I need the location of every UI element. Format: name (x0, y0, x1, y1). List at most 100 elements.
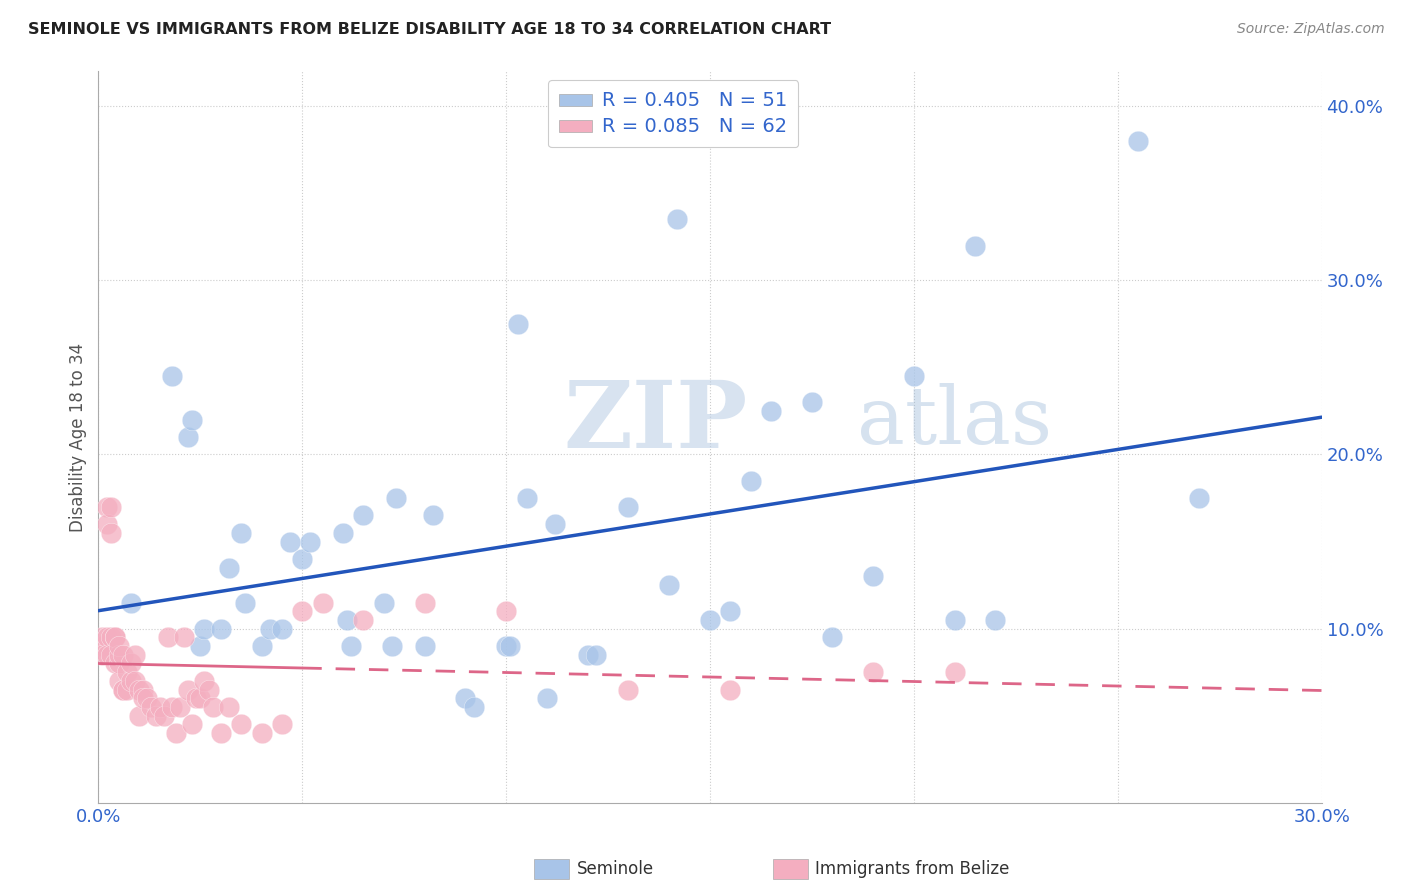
Point (188, 691, 212, 706)
Point (100, 500, 122, 514)
Point (720, 682, 742, 697)
Text: Seminole: Seminole (576, 860, 654, 878)
Point (108, 673, 131, 688)
Point (516, 491, 538, 505)
Point (381, 639, 404, 653)
Point (1128, 134, 1150, 148)
Point (108, 639, 131, 653)
Point (495, 639, 517, 653)
Point (312, 595, 335, 609)
Point (454, 691, 477, 706)
Point (299, 534, 322, 549)
Point (111, 682, 134, 697)
Point (111, 648, 134, 662)
Point (508, 317, 530, 331)
Point (91, 639, 114, 653)
Point (291, 604, 314, 618)
Point (385, 491, 408, 505)
Point (149, 700, 172, 714)
Point (231, 717, 253, 731)
Point (422, 508, 444, 523)
Point (100, 525, 122, 540)
Point (862, 569, 884, 583)
Point (270, 717, 294, 731)
Point (1188, 491, 1211, 505)
Point (352, 613, 374, 627)
Point (120, 673, 142, 688)
Text: SEMINOLE VS IMMIGRANTS FROM BELIZE DISABILITY AGE 18 TO 34 CORRELATION CHART: SEMINOLE VS IMMIGRANTS FROM BELIZE DISAB… (28, 22, 831, 37)
Point (801, 395, 824, 409)
Point (96, 500, 118, 514)
Text: Immigrants from Belize: Immigrants from Belize (815, 860, 1010, 878)
Point (96, 648, 118, 662)
Point (120, 657, 142, 671)
Text: atlas: atlas (856, 384, 1052, 461)
Point (373, 595, 395, 609)
Point (903, 369, 925, 384)
Point (165, 726, 187, 740)
Point (943, 613, 966, 627)
Point (761, 404, 783, 418)
Point (536, 691, 558, 706)
Point (100, 648, 122, 662)
Point (617, 500, 640, 514)
Point (463, 700, 485, 714)
Point (209, 726, 232, 740)
Point (666, 212, 689, 227)
Point (91, 648, 114, 662)
Point (720, 604, 742, 618)
Point (124, 648, 146, 662)
Point (115, 665, 138, 680)
Point (197, 682, 219, 697)
Point (108, 657, 131, 671)
Point (291, 552, 314, 566)
Point (115, 682, 138, 697)
Point (173, 631, 195, 645)
Point (96, 631, 118, 645)
Point (658, 578, 681, 592)
Point (413, 639, 436, 653)
Point (218, 560, 240, 574)
Point (128, 682, 150, 697)
Point (231, 525, 253, 540)
Point (278, 534, 301, 549)
Point (160, 700, 183, 714)
Point (108, 648, 131, 662)
Point (120, 595, 142, 609)
Point (585, 648, 607, 662)
Point (91, 631, 114, 645)
Point (193, 622, 215, 636)
Point (169, 700, 191, 714)
Point (177, 682, 200, 697)
Point (250, 726, 273, 740)
Point (201, 700, 224, 714)
Point (699, 613, 721, 627)
Text: Source: ZipAtlas.com: Source: ZipAtlas.com (1237, 22, 1385, 37)
Point (124, 673, 146, 688)
Point (145, 708, 167, 723)
Point (233, 595, 256, 609)
Point (128, 708, 150, 723)
Point (141, 700, 163, 714)
Point (188, 639, 212, 653)
Point (96, 517, 118, 532)
Point (352, 508, 374, 523)
Text: ZIP: ZIP (564, 377, 748, 467)
Point (270, 622, 294, 636)
Point (104, 631, 127, 645)
Point (250, 639, 273, 653)
Point (413, 595, 436, 609)
Point (544, 517, 567, 532)
Point (104, 631, 127, 645)
Point (943, 665, 966, 680)
Point (336, 613, 359, 627)
Point (152, 708, 174, 723)
Point (111, 682, 134, 697)
Point (740, 474, 762, 488)
Point (218, 700, 240, 714)
Point (965, 238, 987, 252)
Point (104, 657, 127, 671)
Point (821, 631, 844, 645)
Point (132, 682, 155, 697)
Point (193, 673, 215, 688)
